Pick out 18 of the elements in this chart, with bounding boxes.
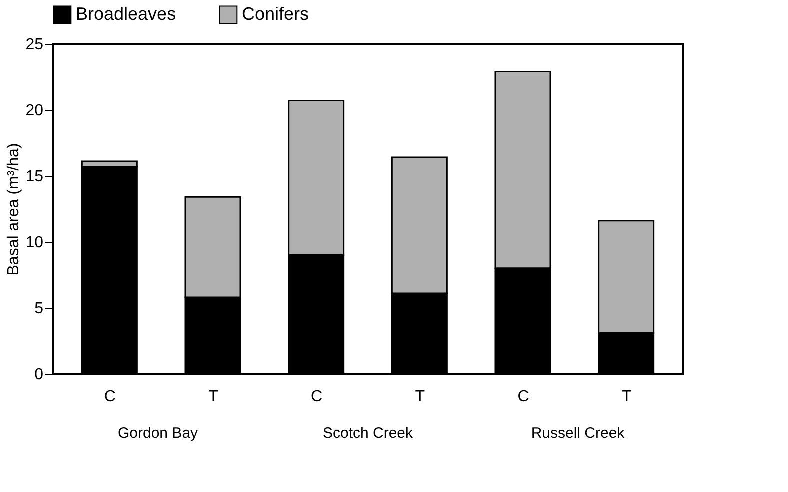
legend-label: Broadleaves: [76, 4, 176, 24]
y-axis-title: Basal area (m³/ha): [6, 143, 23, 276]
x-tick-label: T: [415, 388, 426, 406]
text: Gordon Bay: [118, 425, 199, 442]
text: Russell Creek: [531, 425, 626, 442]
y-tick-label: 25: [26, 36, 44, 54]
legend-label: Conifers: [242, 4, 310, 24]
y-tick-label: 5: [34, 300, 44, 318]
x-tick-label: C: [104, 388, 116, 406]
x-tick-label: T: [208, 388, 219, 406]
y-tick-label: 0: [34, 366, 44, 384]
y-tick-label: 15: [26, 168, 44, 186]
y-tick-label: 20: [26, 102, 44, 120]
text: Scotch Creek: [322, 425, 414, 442]
y-tick-label: 10: [26, 234, 44, 252]
x-tick-label: C: [311, 388, 323, 406]
x-tick-label: T: [622, 388, 632, 406]
x-tick-label: C: [518, 388, 530, 406]
